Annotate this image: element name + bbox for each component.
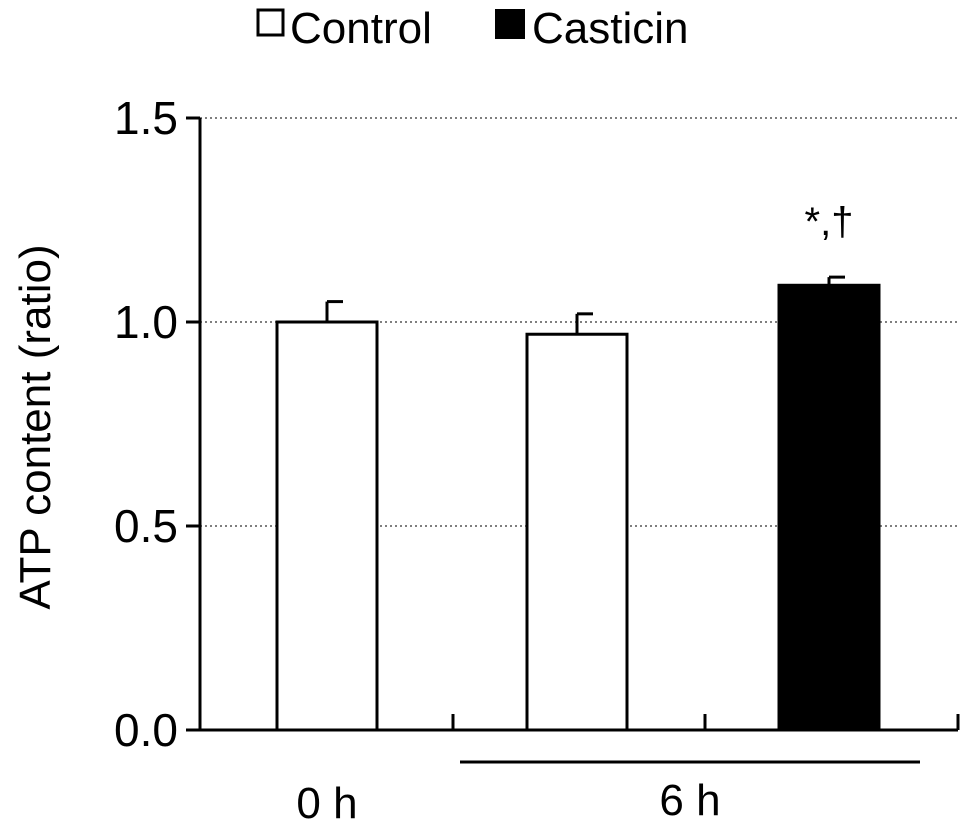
x-group-labels: 0 h 6 h (296, 714, 960, 828)
bar-casticin-6h (777, 283, 881, 732)
bar-control-6h (525, 332, 629, 732)
legend-item-casticin: Casticin (495, 4, 689, 53)
group-label-0h: 0 h (296, 779, 357, 828)
legend-label-casticin: Casticin (532, 4, 689, 53)
legend-swatch-casticin (495, 9, 525, 39)
y-tick-label: 0.0 (114, 704, 178, 756)
legend-item-control: Control (256, 4, 432, 53)
legend-swatch-control (256, 8, 285, 37)
y-tick-label: 0.5 (114, 500, 178, 552)
y-tick-label: 1.5 (114, 92, 178, 144)
legend: Control Casticin (256, 4, 689, 53)
y-axis-label: ATP content (ratio) (11, 244, 60, 609)
y-tick-label: 1.0 (114, 296, 178, 348)
y-ticks: 0.0 0.5 1.0 1.5 (114, 92, 200, 756)
bars: *,† (275, 200, 881, 732)
legend-label-control: Control (290, 4, 432, 53)
significance-annotation: *,† (805, 200, 854, 244)
axes (198, 118, 958, 732)
group-label-6h: 6 h (659, 776, 720, 825)
bar-control-0h (275, 320, 379, 732)
